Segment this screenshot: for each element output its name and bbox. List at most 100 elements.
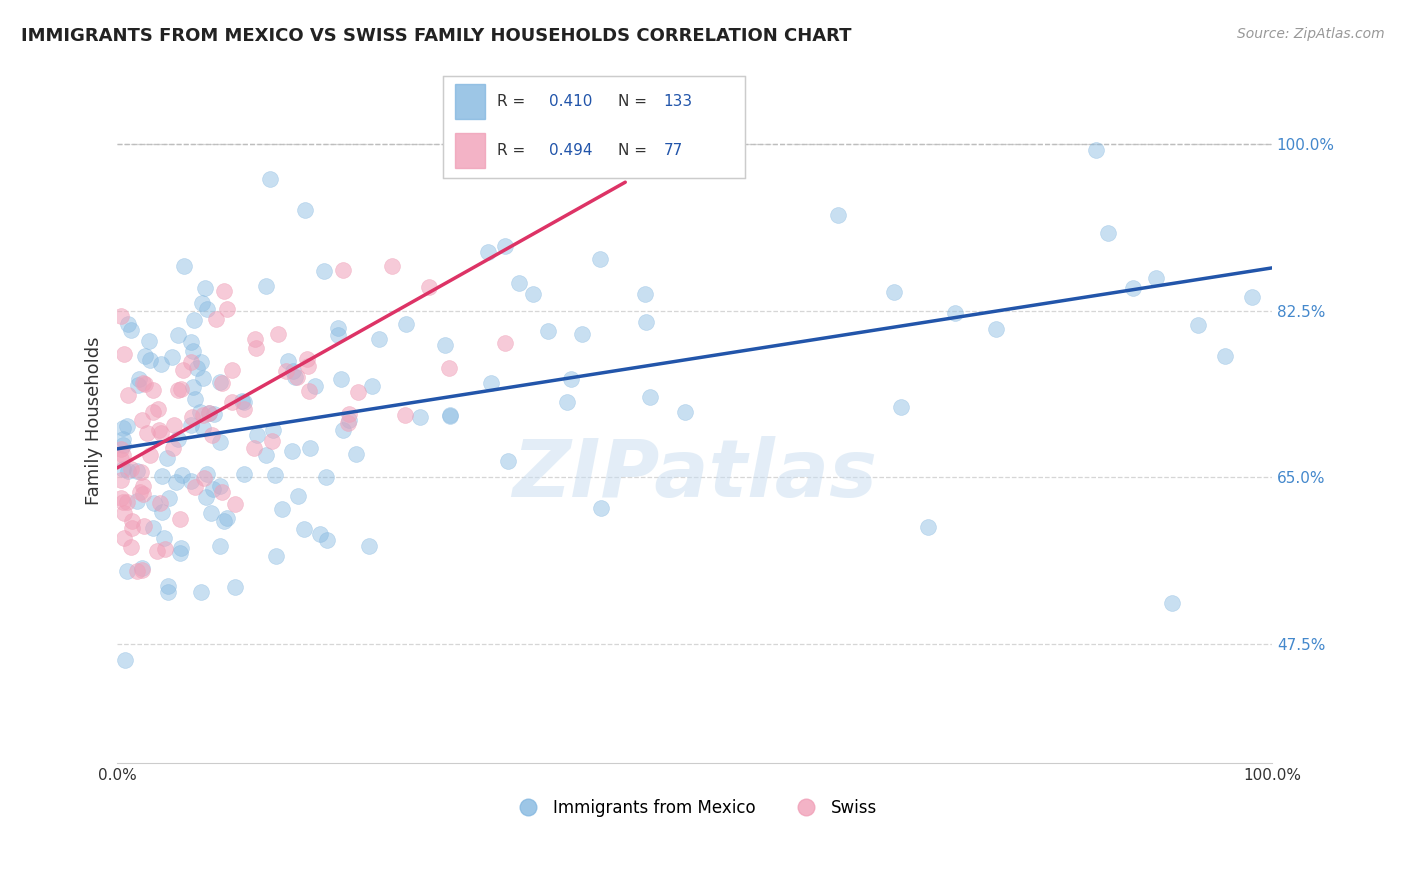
Point [589, 252, 612, 266]
Point [180, 355, 202, 369]
Point [233, 467, 256, 481]
Point [367, 332, 389, 346]
Point [346, 385, 368, 400]
Point [200, 507, 222, 521]
Text: 0.410: 0.410 [548, 94, 592, 109]
Point [134, 377, 156, 392]
Point [439, 409, 461, 423]
Point [266, 549, 288, 564]
Point [170, 541, 193, 556]
Point [287, 489, 309, 503]
Point [191, 295, 214, 310]
Point [315, 469, 337, 483]
Point [297, 351, 319, 366]
Point [201, 427, 224, 442]
Point [129, 465, 152, 479]
Point [277, 354, 299, 368]
Point [231, 394, 253, 409]
Point [638, 390, 661, 404]
Point [150, 469, 173, 483]
Point [224, 497, 246, 511]
Point [254, 448, 277, 462]
Point [191, 408, 214, 422]
Point [110, 473, 132, 487]
Point [195, 467, 218, 482]
Point [195, 302, 218, 317]
Point [110, 309, 132, 323]
Point [262, 423, 284, 437]
Point [120, 323, 142, 337]
Point [157, 579, 180, 593]
Point [145, 543, 167, 558]
Point [208, 539, 231, 553]
Point [1240, 290, 1263, 304]
Point [166, 432, 188, 446]
Point [246, 428, 269, 442]
Point [180, 418, 202, 433]
Point [208, 376, 231, 390]
Point [217, 511, 239, 525]
Text: ZIPatlas: ZIPatlas [512, 436, 877, 514]
Point [157, 584, 180, 599]
Point [193, 370, 215, 384]
Point [150, 505, 173, 519]
Point [169, 546, 191, 560]
Point [167, 327, 190, 342]
Point [193, 471, 215, 485]
Point [181, 379, 204, 393]
Point [148, 402, 170, 417]
Point [132, 376, 155, 391]
Point [294, 522, 316, 536]
Point [634, 315, 657, 329]
Point [153, 531, 176, 545]
Text: N =: N = [619, 94, 652, 109]
Point [114, 532, 136, 546]
Point [198, 406, 221, 420]
Point [1084, 143, 1107, 157]
Point [494, 336, 516, 351]
Point [673, 405, 696, 419]
Point [304, 378, 326, 392]
Point [332, 262, 354, 277]
Point [120, 540, 142, 554]
Point [211, 484, 233, 499]
Point [212, 284, 235, 298]
Point [215, 302, 238, 317]
Bar [456, 84, 485, 119]
Point [181, 409, 204, 424]
Legend: Immigrants from Mexico, Swiss: Immigrants from Mexico, Swiss [505, 792, 884, 823]
Point [198, 406, 221, 420]
Point [148, 424, 170, 438]
Point [170, 467, 193, 482]
Point [194, 281, 217, 295]
Point [233, 395, 256, 409]
Point [136, 425, 159, 440]
Point [180, 335, 202, 350]
Point [408, 410, 430, 425]
Point [394, 408, 416, 422]
Point [131, 413, 153, 427]
Point [131, 563, 153, 577]
Point [243, 441, 266, 455]
Text: 77: 77 [664, 144, 683, 158]
Point [149, 357, 172, 371]
Point [132, 487, 155, 501]
Point [522, 287, 544, 301]
Point [156, 450, 179, 465]
Point [344, 447, 367, 461]
Point [498, 454, 520, 468]
Point [214, 514, 236, 528]
Text: N =: N = [619, 144, 652, 158]
Point [190, 354, 212, 368]
Point [150, 425, 173, 440]
Point [169, 511, 191, 525]
Point [188, 404, 211, 418]
Point [245, 332, 267, 346]
Point [142, 383, 165, 397]
Point [434, 338, 457, 352]
Point [110, 491, 132, 505]
Point [115, 565, 138, 579]
Point [139, 352, 162, 367]
Point [139, 449, 162, 463]
Point [1213, 350, 1236, 364]
